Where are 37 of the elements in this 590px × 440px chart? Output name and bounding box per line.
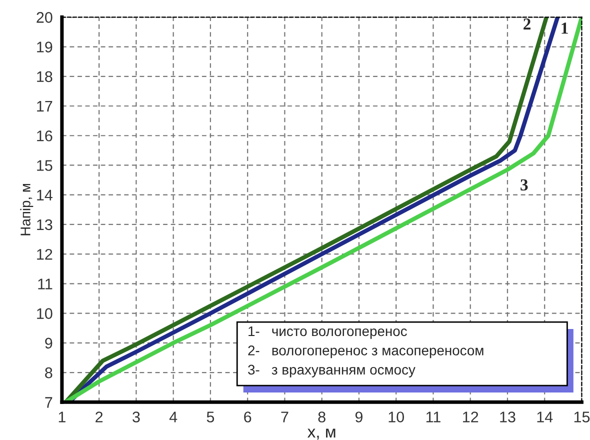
- annotation: 3- з врахуванням осмосу: [248, 364, 416, 378]
- x-tick-label: 12: [463, 412, 478, 422]
- x-tick-label: 11: [426, 412, 440, 422]
- y-tick-label: 11: [38, 278, 52, 290]
- y-tick-label: 20: [36, 12, 52, 23]
- series-label: 1: [562, 22, 568, 34]
- x-axis-title: x, м: [308, 428, 336, 440]
- y-tick-label: 18: [37, 71, 52, 82]
- x-tick-label: 5: [206, 412, 214, 422]
- y-tick-label: 19: [37, 42, 52, 52]
- x-tick-label: 10: [388, 412, 404, 422]
- x-tick-label: 6: [244, 412, 252, 422]
- x-tick-label: 9: [355, 412, 362, 422]
- x-tick-label: 15: [574, 412, 590, 422]
- y-tick-label: 16: [37, 130, 52, 142]
- y-tick-label: 10: [37, 308, 52, 319]
- x-tick-label: 3: [132, 412, 140, 422]
- y-tick-label: 12: [37, 248, 52, 260]
- y-tick-label: 14: [37, 190, 52, 200]
- annotation: 1- чисто вологоперенос: [248, 326, 407, 339]
- y-tick-label: 13: [37, 219, 52, 230]
- x-tick-label: 2: [96, 412, 103, 422]
- x-tick-label: 14: [537, 412, 553, 422]
- y-tick-label: 17: [37, 101, 52, 112]
- series-label: 2: [524, 18, 530, 30]
- annotation: 2- вологоперенос з масопереносом: [248, 346, 484, 358]
- x-tick-label: 4: [169, 412, 178, 422]
- series-label: 3: [520, 179, 528, 191]
- y-tick-label: 7: [45, 397, 52, 408]
- x-tick-label: 8: [318, 412, 326, 422]
- y-tick-label: 9: [45, 338, 52, 349]
- y-axis-title: Напір, м: [20, 184, 34, 236]
- x-tick-label: 7: [281, 412, 288, 422]
- y-tick-label: 15: [37, 160, 52, 171]
- x-tick-label: 13: [500, 412, 516, 422]
- x-tick-label: 1: [58, 412, 66, 422]
- y-tick-label: 8: [45, 367, 52, 378]
